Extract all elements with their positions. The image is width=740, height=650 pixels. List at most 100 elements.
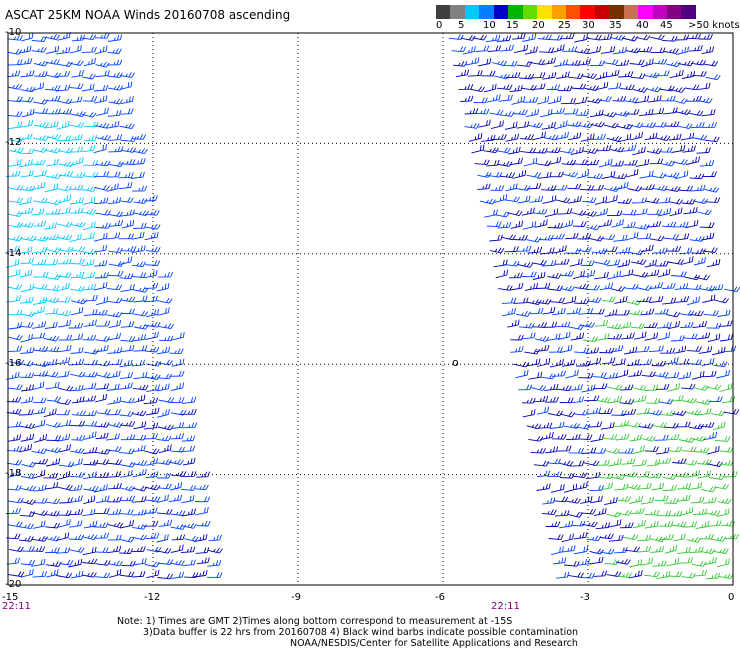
wind-barb [676,494,691,502]
wind-barb [533,395,549,403]
wind-barb [646,269,660,277]
wind-barb [505,183,518,192]
wind-barb [703,370,717,378]
wind-barb [56,357,71,365]
wind-barb [571,210,587,216]
wind-barb [538,422,553,429]
wind-barb [82,334,97,341]
wind-barb [70,333,84,341]
wind-barb [131,509,147,516]
wind-barb [659,534,674,541]
wind-barb [593,507,607,517]
wind-barb [57,385,74,392]
wind-barb [96,296,109,306]
wind-barb [33,346,49,353]
wind-barb [552,307,566,316]
wind-barb [7,459,22,466]
wind-barb [614,420,630,427]
wind-barb [644,72,660,79]
wind-barb [132,210,149,217]
x-tick-label: -12 [144,592,161,603]
wind-barb [623,97,639,103]
wind-barb [106,183,119,192]
wind-barb [674,170,689,180]
legend-swatch [537,5,552,19]
wind-barb [635,34,651,41]
time-label: 22:11 [491,601,520,612]
wind-barb [565,369,579,379]
x-tick-label: -9 [291,592,301,603]
wind-barb [674,109,691,115]
wind-barb [106,545,122,554]
wind-barb [631,197,648,204]
wind-barb [119,372,134,379]
wind-barb [565,497,581,504]
wind-barb [574,283,589,290]
wind-barb [8,59,23,66]
wind-barb [132,571,146,578]
wind-barb [7,48,23,55]
legend-swatch [493,5,509,19]
wind-barb [565,60,581,66]
wind-barb [208,534,222,542]
wind-barb [33,169,47,178]
wind-barb [714,483,729,490]
wind-barb [45,72,61,79]
wind-barb [548,346,563,353]
wind-barb [589,60,605,67]
wind-barb [672,159,688,165]
wind-barb [646,148,663,155]
wind-barb [477,183,491,190]
wind-barb [692,385,709,391]
wind-barb [719,460,734,466]
wind-barb [595,81,609,91]
wind-barb [544,446,559,454]
wind-barb [649,235,665,242]
wind-barb [659,160,676,167]
wind-barb [133,295,148,303]
wind-barb [70,347,84,354]
wind-barb [663,233,679,240]
wind-barb [592,372,607,378]
wind-barb [608,534,624,542]
wind-barb [57,419,72,428]
wind-barb [44,259,59,266]
wind-barb [516,310,531,317]
wind-barb [644,446,659,452]
wind-barb [7,283,23,290]
wind-barb [470,86,485,93]
wind-barb [45,522,61,529]
wind-barb [57,108,73,115]
wind-barb [640,496,655,505]
wind-barb [700,422,715,428]
wind-barb [131,460,148,466]
wind-barb [504,260,520,267]
wind-barb [606,384,623,391]
wind-barb [693,447,710,453]
wind-barb [590,495,603,504]
wind-barb [570,460,585,467]
wind-barb [69,146,84,153]
wind-barb [81,420,98,427]
wind-barb [31,208,45,216]
wind-barb [681,71,696,79]
wind-barb [68,534,85,541]
wind-barb [515,369,529,379]
wind-barb [606,323,622,330]
wind-barb [688,482,703,491]
wind-barb [655,135,671,142]
wind-barb [550,44,565,54]
wind-barb [588,421,603,428]
wind-barb [635,285,652,291]
wind-barb [532,271,546,280]
wind-barb [657,207,672,217]
wind-barb [108,569,122,578]
wind-barb [717,309,731,317]
wind-barb [132,148,148,155]
wind-barb [556,71,570,79]
wind-barb [133,286,149,293]
wind-barb [703,186,720,193]
wind-barb [20,333,33,343]
wind-barb [571,83,587,90]
wind-barb [20,235,37,242]
